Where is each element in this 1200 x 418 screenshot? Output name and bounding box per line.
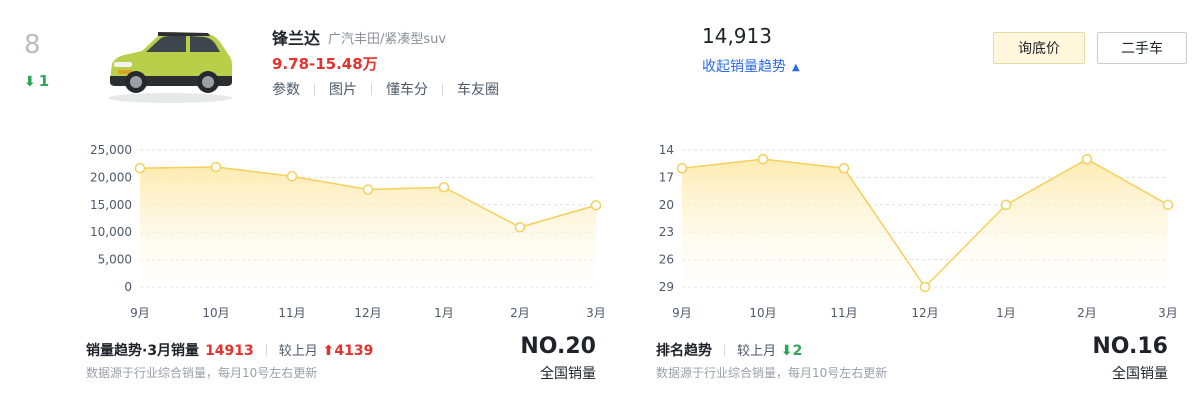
arrow-down-icon: ⬇ — [780, 343, 793, 359]
rank-change-value: 1 — [38, 72, 50, 90]
x-tick-label: 11月 — [830, 306, 857, 320]
x-tick-label: 10月 — [202, 306, 229, 320]
x-tick-label: 1月 — [996, 306, 1016, 320]
sales-total: 14,913 — [702, 24, 772, 48]
area-fill — [682, 159, 1168, 287]
data-point[interactable] — [1162, 199, 1174, 211]
link-params[interactable]: 参数 — [272, 82, 300, 98]
y-tick-label: 14 — [659, 143, 674, 157]
x-tick-label: 12月 — [354, 306, 381, 320]
rank-trend-title: 排名趋势 — [656, 343, 712, 359]
national-sales-rank: NO.16 全国销量 — [1050, 334, 1168, 383]
x-tick-label: 9月 — [672, 306, 692, 320]
sales-trend-footer: 销量趋势·3月销量 14913 较上月 ⬆4139 — [86, 340, 373, 360]
data-point[interactable] — [514, 222, 526, 233]
triangle-up-icon: ▲ — [792, 62, 800, 73]
y-tick-label: 0 — [124, 280, 132, 294]
data-point[interactable] — [134, 162, 146, 174]
data-point[interactable] — [676, 163, 688, 174]
link-community[interactable]: 车友圈 — [457, 82, 499, 98]
data-point[interactable] — [838, 163, 850, 174]
x-tick-label: 10月 — [749, 306, 776, 320]
divider — [314, 83, 315, 95]
y-tick-label: 20,000 — [90, 170, 132, 184]
sales-trend-title: 销量趋势·3月销量 — [86, 343, 200, 359]
inquiry-price-button[interactable]: 询底价 — [993, 32, 1085, 64]
divider — [724, 344, 725, 356]
x-tick-label: 11月 — [278, 306, 305, 320]
y-tick-label: 20 — [659, 198, 674, 212]
car-name[interactable]: 锋兰达 — [272, 29, 321, 48]
collapse-trend-toggle[interactable]: 收起销量趋势 ▲ — [702, 56, 800, 76]
divider — [265, 344, 267, 356]
link-images[interactable]: 图片 — [329, 82, 357, 98]
y-tick-label: 17 — [659, 170, 674, 184]
compare-value: 4139 — [334, 343, 374, 359]
data-point[interactable] — [1081, 153, 1093, 165]
compare-label: 较上月 — [737, 344, 777, 359]
rank-label: 全国销量 — [1112, 366, 1168, 382]
rank-no: NO.20 — [520, 334, 596, 359]
y-tick-label: 26 — [659, 253, 674, 267]
x-tick-label: 2月 — [1077, 306, 1097, 320]
car-price: 9.78-15.48万 — [272, 55, 378, 73]
rank-trend-chart: 14 17 20 23 26 29 9月 10月 11月 12月 1月 2月 3月 — [659, 143, 1178, 320]
green-suv-car-image[interactable] — [100, 18, 240, 104]
data-point[interactable] — [286, 171, 298, 182]
national-sales-rank: NO.20 全国销量 — [480, 334, 596, 383]
car-links: 参数 图片 懂车分 车友圈 — [272, 79, 499, 99]
compare-label: 较上月 — [278, 344, 318, 359]
arrow-down-icon: ⬇ — [24, 74, 36, 90]
rank-no: NO.16 — [1092, 334, 1168, 359]
rank-label: 全国销量 — [540, 366, 596, 382]
sales-month-value: 14913 — [205, 343, 254, 359]
divider — [371, 83, 372, 95]
compare-value: 2 — [792, 343, 803, 359]
y-tick-label: 15,000 — [90, 198, 132, 212]
divider — [442, 83, 443, 95]
y-tick-label: 10,000 — [90, 225, 132, 239]
data-point[interactable] — [210, 161, 222, 173]
data-source-note: 数据源于行业综合销量，每月10号左右更新 — [86, 366, 318, 380]
y-tick-label: 5,000 — [98, 253, 132, 267]
x-tick-label: 12月 — [911, 306, 938, 320]
toggle-label: 收起销量趋势 — [702, 59, 786, 75]
data-point[interactable] — [438, 182, 450, 193]
used-car-button[interactable]: 二手车 — [1097, 32, 1187, 64]
area-fill — [140, 166, 596, 287]
sales-trend-chart: 25,000 20,000 15,000 10,000 5,000 0 9月 10月 11月 12… — [90, 143, 606, 320]
rank-number: 8 — [24, 30, 41, 60]
x-tick-label: 3月 — [586, 306, 606, 320]
car-subtitle: 广汽丰田/紧凑型suv — [328, 32, 447, 47]
x-tick-label: 2月 — [510, 306, 530, 320]
x-tick-label: 9月 — [130, 306, 150, 320]
link-score[interactable]: 懂车分 — [386, 82, 428, 98]
y-tick-label: 29 — [659, 280, 674, 294]
y-tick-label: 23 — [659, 225, 674, 239]
rank-change: ⬇ 1 — [24, 72, 49, 90]
data-point[interactable] — [590, 200, 602, 211]
x-tick-label: 3月 — [1158, 306, 1178, 320]
data-point[interactable] — [362, 184, 374, 195]
rank-trend-footer: 排名趋势 较上月 ⬇2 — [656, 340, 802, 360]
data-source-note: 数据源于行业综合销量，每月10号左右更新 — [656, 366, 888, 380]
x-tick-label: 1月 — [434, 306, 454, 320]
data-point[interactable] — [757, 153, 769, 165]
data-point[interactable] — [1000, 199, 1012, 211]
arrow-up-icon: ⬆ — [322, 343, 335, 359]
y-tick-label: 25,000 — [90, 143, 132, 157]
data-point[interactable] — [919, 281, 931, 293]
